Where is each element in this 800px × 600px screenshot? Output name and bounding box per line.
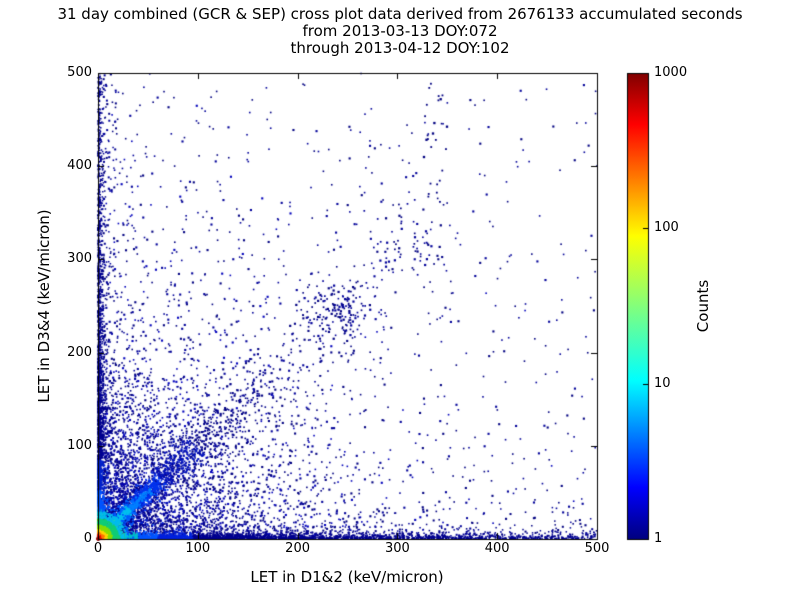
colorbar-label: Counts (694, 279, 712, 333)
colorbar-tick-label: 100 (654, 220, 679, 236)
y-tick-label: 300 (67, 251, 92, 267)
colorbar-tick-label: 1000 (654, 65, 688, 80)
y-tick-label: 500 (67, 65, 92, 80)
x-tick-label: 300 (384, 541, 410, 556)
x-tick-label: 400 (484, 541, 510, 556)
y-tick-label: 200 (67, 344, 92, 360)
colorbar-tick-label: 1 (654, 531, 663, 546)
x-tick-label: 200 (285, 541, 310, 556)
colorbar-tick-label: 10 (654, 375, 671, 391)
y-tick-label: 0 (83, 531, 92, 546)
y-tick-label: 100 (67, 437, 92, 453)
plot-title-line-2: from 2013-03-13 DOY:072 (302, 22, 498, 40)
x-tick-label: 100 (185, 541, 211, 556)
y-axis-label: LET in D3&4 (keV/micron) (35, 209, 53, 403)
plot-title-line-3: through 2013-04-12 DOY:102 (290, 39, 510, 57)
x-tick-label: 0 (93, 541, 103, 556)
x-tick-label: 500 (584, 541, 610, 556)
y-tick-label: 400 (67, 158, 92, 174)
x-axis-label: LET in D1&2 (keV/micron) (250, 568, 444, 586)
plot-title-line-1: 31 day combined (GCR & SEP) cross plot d… (57, 5, 743, 23)
